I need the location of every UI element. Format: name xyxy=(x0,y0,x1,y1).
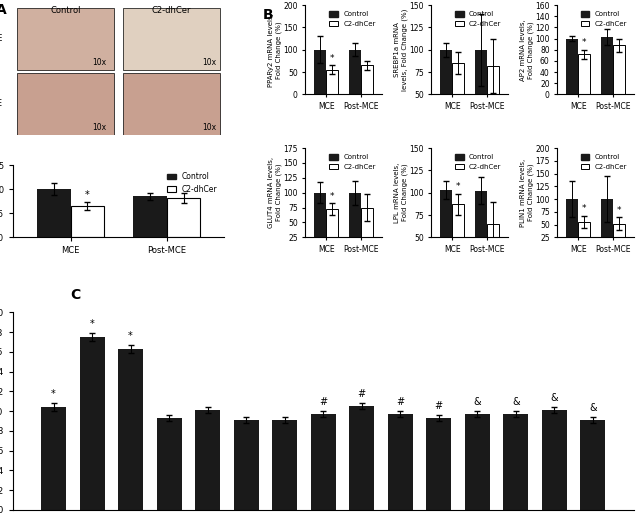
Bar xyxy=(580,420,605,510)
Legend: Control, C2-dhCer: Control, C2-dhCer xyxy=(579,9,630,30)
Bar xyxy=(17,73,115,135)
Bar xyxy=(487,224,499,282)
Bar xyxy=(612,45,625,94)
Text: Post-MCE: Post-MCE xyxy=(0,99,2,108)
Bar xyxy=(361,65,373,94)
Bar xyxy=(349,193,361,252)
Bar xyxy=(475,191,487,282)
Bar xyxy=(452,63,465,139)
Bar xyxy=(426,418,451,510)
Bar xyxy=(578,222,590,250)
Text: *: * xyxy=(330,192,335,201)
Legend: Control, C2-dhCer: Control, C2-dhCer xyxy=(579,151,630,173)
Bar xyxy=(566,39,578,94)
Text: Control: Control xyxy=(51,7,81,15)
Y-axis label: SREBP1a mRNA
levels, Fold Change (%): SREBP1a mRNA levels, Fold Change (%) xyxy=(394,9,408,91)
Text: *: * xyxy=(85,190,90,200)
Text: 10x: 10x xyxy=(92,124,106,132)
Y-axis label: AP2 mRNA levels,
Fold Change (%): AP2 mRNA levels, Fold Change (%) xyxy=(520,19,534,81)
Bar xyxy=(167,198,200,237)
Text: C: C xyxy=(70,288,81,302)
Legend: Control, C2-dhCer: Control, C2-dhCer xyxy=(326,151,378,173)
Text: 10x: 10x xyxy=(202,124,216,132)
Bar xyxy=(326,210,339,252)
Bar xyxy=(542,410,567,510)
Bar xyxy=(349,406,374,510)
Bar xyxy=(475,50,487,139)
Bar xyxy=(440,50,452,139)
Text: *: * xyxy=(582,204,586,213)
Legend: Control, C2-dhCer: Control, C2-dhCer xyxy=(452,151,504,173)
Bar xyxy=(234,420,259,510)
Text: 10x: 10x xyxy=(92,58,106,67)
Bar xyxy=(487,66,499,139)
Text: *: * xyxy=(330,54,335,63)
Y-axis label: PLIN1 mRNA levels,
Fold Change (%): PLIN1 mRNA levels, Fold Change (%) xyxy=(520,159,534,227)
Text: B: B xyxy=(262,8,273,22)
Bar xyxy=(17,8,115,70)
Bar xyxy=(79,337,104,510)
Y-axis label: LPL mRNA levels,
Fold Change (%): LPL mRNA levels, Fold Change (%) xyxy=(394,163,408,223)
Text: A: A xyxy=(0,3,6,16)
Bar xyxy=(361,208,373,252)
Text: #: # xyxy=(319,397,327,407)
Bar xyxy=(70,206,104,237)
Bar xyxy=(452,204,465,282)
Legend: Control, C2-dhCer: Control, C2-dhCer xyxy=(164,169,221,197)
Text: *: * xyxy=(90,319,95,329)
Bar xyxy=(349,50,361,94)
Bar xyxy=(601,199,612,250)
Text: *: * xyxy=(51,389,56,399)
Text: &: & xyxy=(589,403,596,413)
Bar xyxy=(440,190,452,282)
Text: 10x: 10x xyxy=(202,58,216,67)
Bar xyxy=(314,50,326,94)
Bar xyxy=(465,414,490,510)
Bar xyxy=(118,349,143,510)
Bar xyxy=(41,407,66,510)
Y-axis label: GLUT4 mRNA levels,
Fold Change (%): GLUT4 mRNA levels, Fold Change (%) xyxy=(268,157,282,228)
Text: *: * xyxy=(128,331,133,341)
Bar xyxy=(314,193,326,252)
Y-axis label: PPARy2 mRNA levels,
Fold Change (%): PPARy2 mRNA levels, Fold Change (%) xyxy=(268,13,282,87)
Legend: Control, C2-dhCer: Control, C2-dhCer xyxy=(452,9,504,30)
Bar xyxy=(326,70,339,94)
Text: #: # xyxy=(435,401,443,411)
Bar xyxy=(578,54,590,94)
Bar xyxy=(195,410,220,510)
Text: C2-dhCer: C2-dhCer xyxy=(152,7,191,15)
Text: &: & xyxy=(474,397,481,407)
Text: *: * xyxy=(456,182,461,191)
Bar xyxy=(566,199,578,250)
Text: *: * xyxy=(616,206,621,215)
Bar xyxy=(157,418,182,510)
Text: MCE: MCE xyxy=(0,35,2,43)
Bar xyxy=(123,73,220,135)
Bar xyxy=(601,37,612,94)
Bar xyxy=(503,414,529,510)
Bar xyxy=(612,224,625,250)
Bar xyxy=(388,414,413,510)
Text: &: & xyxy=(512,397,520,407)
Text: *: * xyxy=(582,38,586,47)
Bar xyxy=(133,196,167,237)
Bar xyxy=(123,8,220,70)
Bar xyxy=(272,420,297,510)
Text: #: # xyxy=(358,389,366,399)
Text: #: # xyxy=(396,397,404,407)
Bar xyxy=(310,414,336,510)
Legend: Control, C2-dhCer: Control, C2-dhCer xyxy=(326,9,378,30)
Bar xyxy=(37,189,70,237)
Text: &: & xyxy=(550,393,558,403)
